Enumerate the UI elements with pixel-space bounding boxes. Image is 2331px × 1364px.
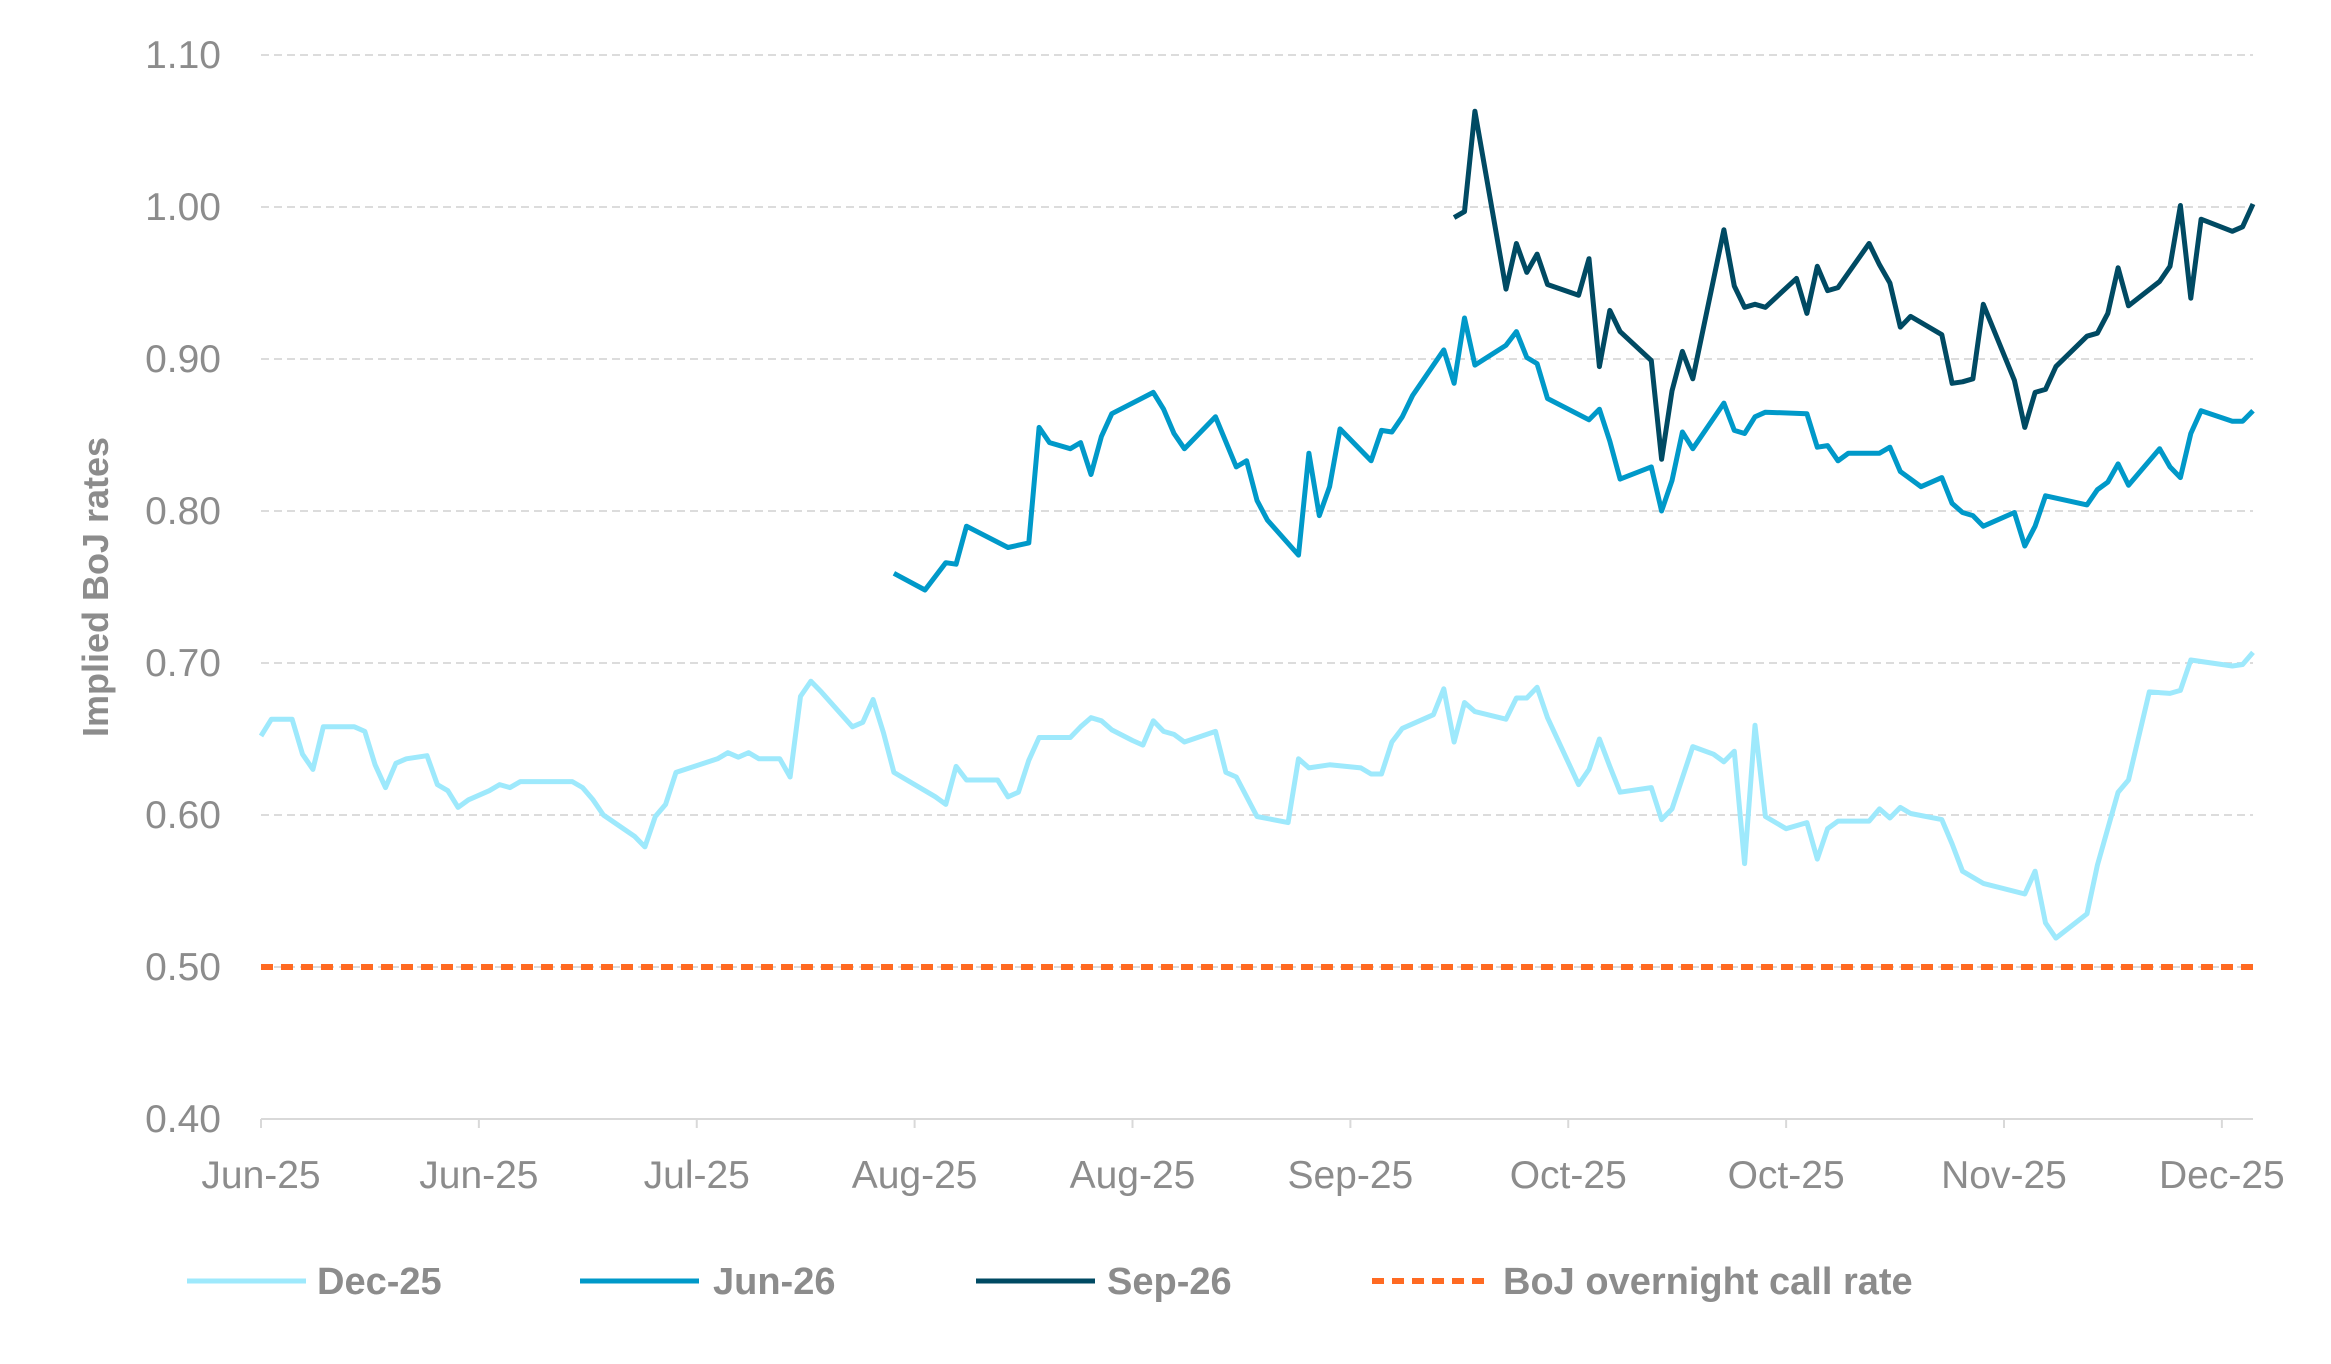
x-tick-label: Jun-25	[201, 1154, 320, 1197]
x-tick-label: Sep-25	[1287, 1154, 1413, 1197]
x-tick-label: Oct-25	[1728, 1154, 1845, 1197]
x-tick-label: Oct-25	[1510, 1154, 1627, 1197]
y-tick-label: 0.70	[145, 642, 221, 685]
x-tick-label: Jul-25	[644, 1154, 750, 1197]
x-tick-label: Jun-25	[419, 1154, 538, 1197]
legend-label: Jun-26	[713, 1261, 835, 1303]
legend-label: Sep-26	[1107, 1261, 1232, 1303]
x-axis: Jun-25 Jun-25 Jul-25 Aug-25 Aug-25 Sep-25 Oct-…	[201, 1118, 2285, 1197]
y-tick-label: 1.10	[145, 34, 221, 77]
x-tick-label: Aug-25	[1070, 1154, 1196, 1197]
y-axis-tick-labels: 0.40 0.50 0.60 0.70 0.80 0.90 1.00 1.10	[145, 34, 221, 1141]
x-tick-label: Aug-25	[852, 1154, 978, 1197]
series-line-jun-26	[892, 315, 2255, 593]
y-tick-label: 0.60	[145, 794, 221, 837]
legend-label: Dec-25	[317, 1261, 442, 1303]
y-tick-label: 0.50	[145, 946, 221, 989]
series-line-dec-25	[258, 650, 2255, 941]
y-tick-label: 0.40	[145, 1098, 221, 1141]
series-line-sep-26	[1452, 108, 2256, 462]
x-tick-label: Nov-25	[1941, 1154, 2067, 1197]
y-tick-label: 0.90	[145, 338, 221, 381]
y-tick-label: 0.80	[145, 490, 221, 533]
y-axis-label: Implied BoJ rates	[75, 437, 116, 737]
x-tick-label: Dec-25	[2159, 1154, 2285, 1197]
y-tick-label: 1.00	[145, 186, 221, 229]
series-lines	[258, 108, 2256, 970]
legend: Dec-25 Jun-26 Sep-26 BoJ overnight call rat…	[187, 1261, 1913, 1303]
legend-label: BoJ overnight call rate	[1503, 1261, 1913, 1303]
gridlines	[261, 54, 2253, 968]
